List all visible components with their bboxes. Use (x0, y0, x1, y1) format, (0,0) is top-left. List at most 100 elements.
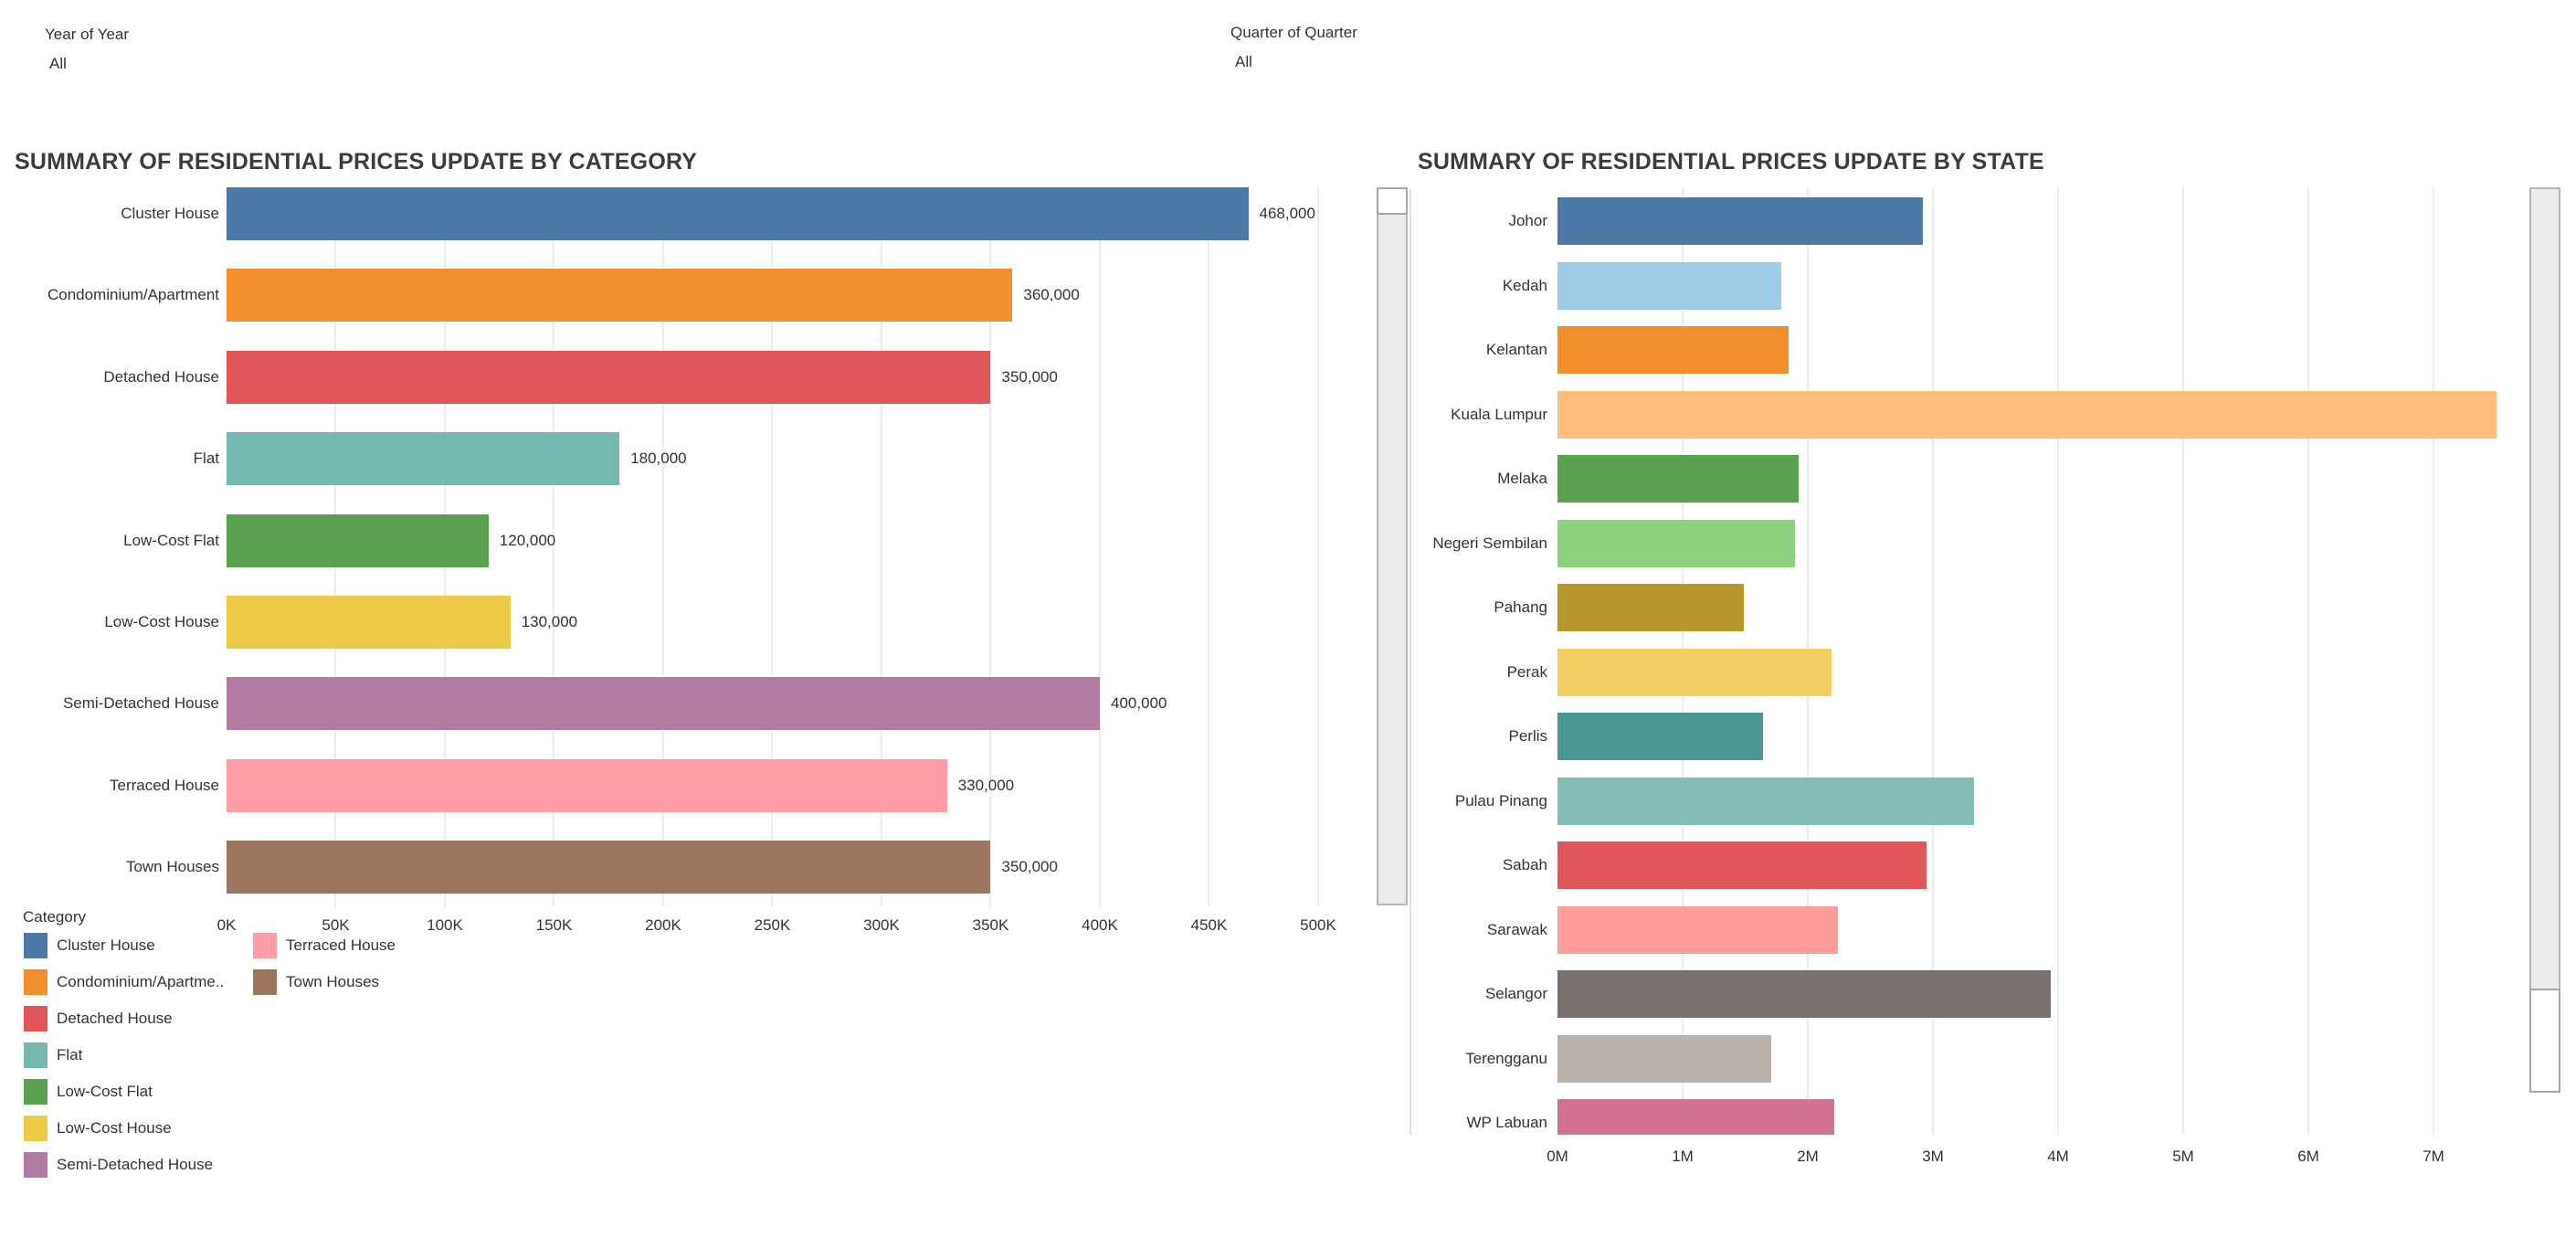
bar-detached-house[interactable] (227, 350, 991, 404)
legend-item-low-cost-flat[interactable]: Low-Cost Flat (57, 1083, 153, 1100)
category-chart-title: SUMMARY OF RESIDENTIAL PRICES UPDATE BY … (15, 149, 698, 175)
legend-swatch-condominium-apartme-[interactable] (24, 969, 48, 995)
row-label-low-cost-flat[interactable]: Low-Cost Flat (123, 531, 219, 549)
bar-cluster-house[interactable] (227, 187, 1249, 240)
gridline-3M (1932, 187, 1934, 1135)
bar-sarawak[interactable] (1557, 905, 1838, 954)
legend-swatch-semi-detached-house[interactable] (24, 1152, 48, 1178)
value-label-condominium-apartment: 360,000 (1023, 286, 1080, 304)
legend-item-detached-house[interactable]: Detached House (57, 1010, 173, 1027)
legend-item-semi-detached-house[interactable]: Semi-Detached House (57, 1156, 214, 1173)
gridline-150K (553, 187, 555, 907)
gridline-200K (661, 187, 664, 907)
bar-sabah[interactable] (1557, 841, 1927, 889)
legend-swatch-terraced-house[interactable] (253, 933, 277, 958)
row-label-cluster-house[interactable]: Cluster House (121, 205, 219, 222)
value-label-terraced-house: 330,000 (957, 776, 1015, 794)
gridline-300K (880, 187, 882, 907)
bar-negeri-sembilan[interactable] (1557, 519, 1796, 567)
bar-low-cost-house[interactable] (227, 596, 511, 649)
row-label-condominium-apartment[interactable]: Condominium/Apartment (47, 286, 219, 304)
legend-swatch-low-cost-flat[interactable] (24, 1079, 48, 1105)
bar-kuala-lumpur[interactable] (1557, 390, 2497, 439)
row-label-detached-house[interactable]: Detached House (103, 367, 219, 386)
legend-swatch-flat[interactable] (24, 1042, 48, 1068)
state-chart-title: SUMMARY OF RESIDENTIAL PRICES UPDATE BY … (1418, 149, 2044, 175)
row-label-melaka[interactable]: Melaka (1497, 470, 1547, 487)
bar-semi-detached-house[interactable] (227, 677, 1100, 731)
state-chart-scrollbar[interactable] (2529, 187, 2560, 1093)
gridline-5M (2182, 187, 2185, 1135)
row-label-pahang[interactable]: Pahang (1494, 598, 1547, 616)
state-chart-scrollbar-thumb[interactable] (2529, 989, 2560, 1093)
state-axis-tick-0M: 0M (1547, 1148, 1568, 1165)
bar-selangor[interactable] (1557, 970, 2051, 1018)
bar-flat[interactable] (227, 432, 620, 486)
category-axis-tick-350K: 350K (972, 916, 1009, 934)
bar-perak[interactable] (1557, 648, 1832, 696)
state-plot-area (1557, 187, 2507, 1135)
filter-quarter-value[interactable]: All (1235, 53, 1252, 70)
row-label-terengganu[interactable]: Terengganu (1465, 1049, 1547, 1067)
bar-perlis[interactable] (1557, 713, 1763, 760)
category-chart-scrollbar[interactable] (1377, 187, 1408, 905)
row-label-flat[interactable]: Flat (193, 450, 219, 468)
bar-melaka[interactable] (1557, 455, 1800, 503)
category-plot-area (227, 187, 1343, 907)
legend-item-flat[interactable]: Flat (57, 1046, 83, 1063)
row-label-johor[interactable]: Johor (1508, 212, 1547, 229)
row-label-kuala-lumpur[interactable]: Kuala Lumpur (1451, 405, 1547, 423)
legend-swatch-town-houses[interactable] (253, 969, 277, 995)
legend-item-condominium-apartme-[interactable]: Condominium/Apartme.. (57, 973, 225, 990)
row-label-terraced-house[interactable]: Terraced House (109, 776, 219, 794)
bar-wp-labuan[interactable] (1557, 1099, 1834, 1135)
value-label-town-houses: 350,000 (1001, 858, 1058, 876)
bar-johor[interactable] (1557, 197, 1924, 245)
bar-terengganu[interactable] (1557, 1034, 1772, 1083)
row-label-perak[interactable]: Perak (1506, 662, 1547, 681)
row-label-wp-labuan[interactable]: WP Labuan (1466, 1114, 1547, 1131)
bar-terraced-house[interactable] (227, 758, 947, 812)
bar-pahang[interactable] (1557, 584, 1745, 631)
filter-year: Year of Year All (45, 26, 129, 73)
category-axis-tick-100K: 100K (427, 916, 463, 934)
state-axis-tick-1M: 1M (1672, 1148, 1694, 1165)
row-label-negeri-sembilan[interactable]: Negeri Sembilan (1432, 534, 1547, 552)
legend-swatch-cluster-house[interactable] (24, 933, 48, 958)
legend-swatch-detached-house[interactable] (24, 1006, 48, 1032)
bar-low-cost-flat[interactable] (227, 513, 489, 567)
bar-kedah[interactable] (1557, 261, 1782, 310)
category-chart-scrollbar-thumb[interactable] (1377, 187, 1408, 215)
bar-condominium-apartment[interactable] (227, 269, 1013, 323)
legend-title: Category (23, 908, 86, 926)
bar-pulau-pinang[interactable] (1557, 777, 1975, 825)
row-label-kelantan[interactable]: Kelantan (1485, 341, 1547, 358)
legend-item-low-cost-house[interactable]: Low-Cost House (57, 1119, 172, 1137)
value-label-flat: 180,000 (630, 450, 687, 468)
value-label-cluster-house: 468,000 (1259, 205, 1315, 222)
category-axis-tick-50K: 50K (322, 916, 350, 934)
legend-item-cluster-house[interactable]: Cluster House (57, 936, 155, 954)
sheet-divider (1409, 190, 1411, 1135)
filter-year-value[interactable]: All (49, 55, 67, 72)
legend-swatch-low-cost-house[interactable] (24, 1116, 48, 1141)
row-label-perlis[interactable]: Perlis (1508, 727, 1547, 745)
legend-item-terraced-house[interactable]: Terraced House (286, 936, 396, 954)
row-label-sabah[interactable]: Sabah (1502, 856, 1547, 873)
row-label-town-houses[interactable]: Town Houses (125, 858, 219, 876)
row-label-semi-detached-house[interactable]: Semi-Detached House (62, 694, 219, 713)
filter-year-label: Year of Year (45, 26, 130, 43)
value-label-low-cost-flat: 120,000 (499, 531, 556, 549)
row-label-low-cost-house[interactable]: Low-Cost House (104, 613, 219, 630)
state-axis-tick-4M: 4M (2047, 1148, 2069, 1165)
row-label-kedah[interactable]: Kedah (1502, 276, 1547, 294)
bar-town-houses[interactable] (227, 841, 991, 894)
state-axis-tick-2M: 2M (1797, 1148, 1819, 1165)
gridline-500K (1316, 187, 1319, 907)
row-label-sarawak[interactable]: Sarawak (1486, 920, 1547, 938)
row-label-selangor[interactable]: Selangor (1484, 985, 1547, 1002)
bar-kelantan[interactable] (1557, 326, 1789, 374)
legend-item-town-houses[interactable]: Town Houses (286, 973, 380, 990)
row-label-pulau-pinang[interactable]: Pulau Pinang (1454, 791, 1547, 809)
